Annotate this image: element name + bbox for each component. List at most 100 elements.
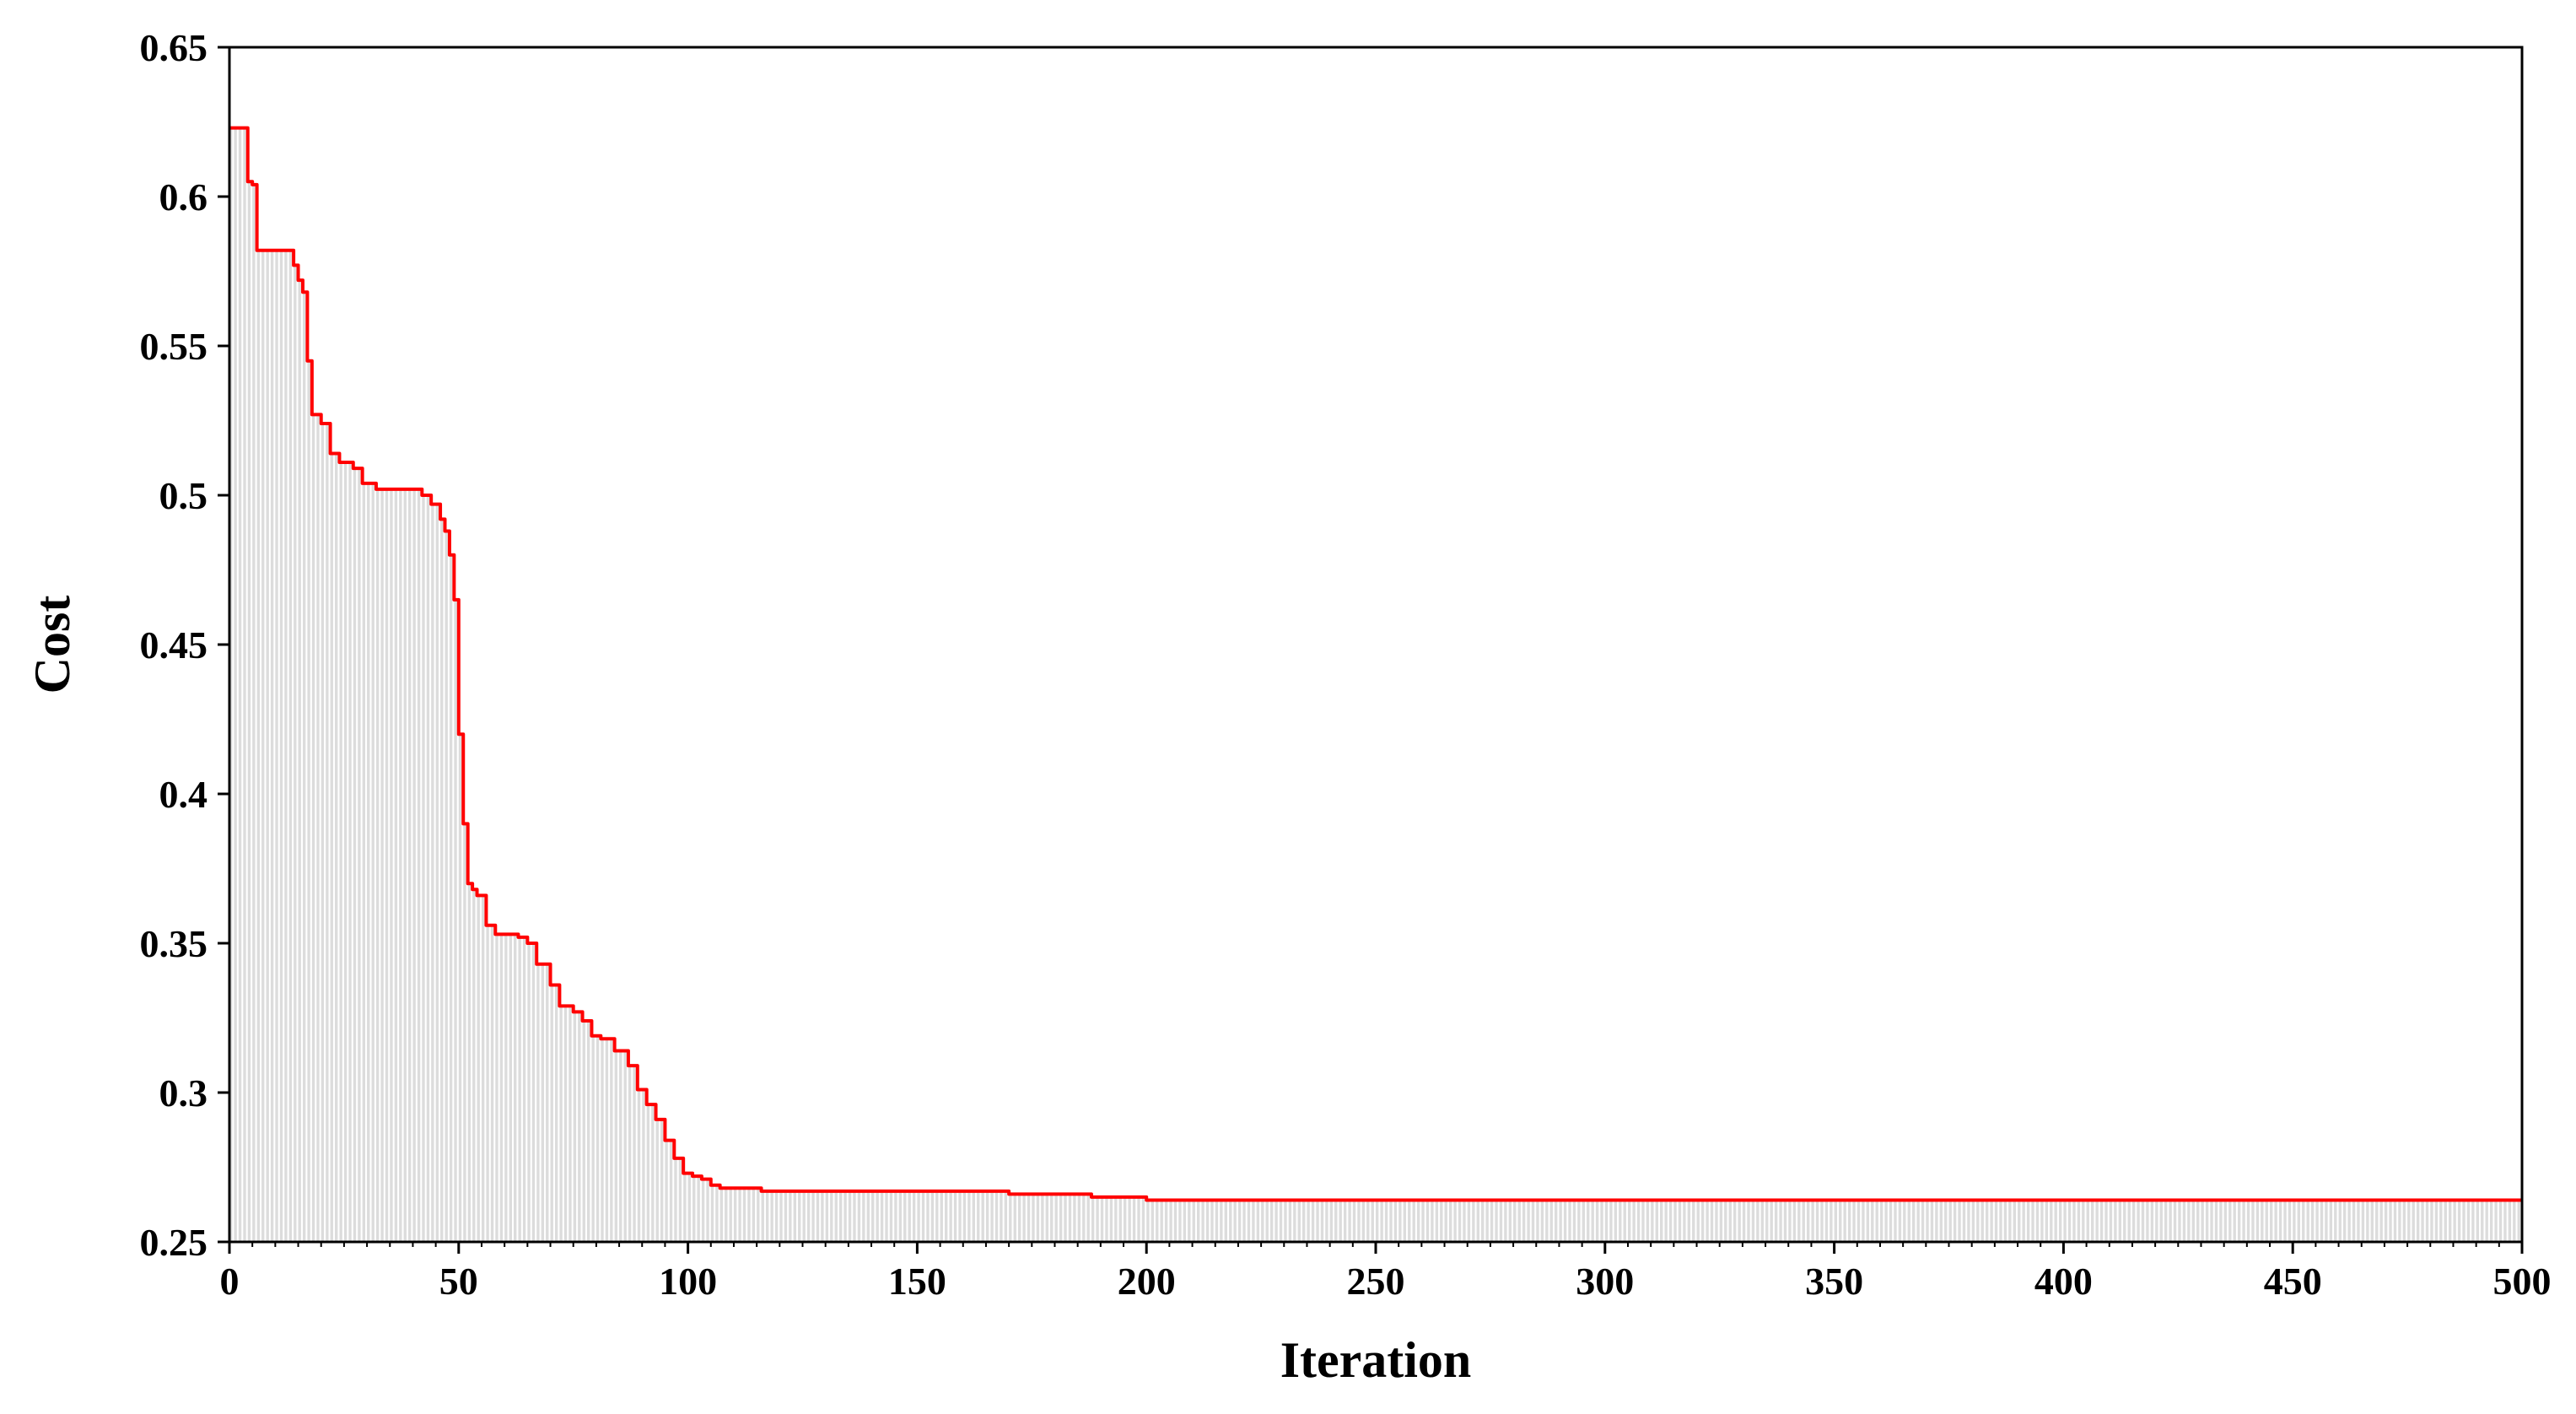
area-fill-bar: [2087, 1200, 2089, 1242]
area-fill-bar: [2013, 1200, 2016, 1242]
area-fill-bar: [1743, 1200, 1745, 1242]
area-fill-bar: [2018, 1200, 2020, 1242]
area-fill-bar: [1880, 1200, 1883, 1242]
area-fill-bar: [1431, 1200, 1433, 1242]
area-fill-bar: [1275, 1200, 1277, 1242]
area-fill-bar: [248, 181, 251, 1242]
area-fill-bar: [2307, 1200, 2309, 1242]
area-fill-bar: [747, 1188, 750, 1242]
area-fill-bar: [1206, 1200, 1209, 1242]
area-fill-bar: [725, 1188, 727, 1242]
area-fill-bar: [555, 985, 558, 1242]
area-fill-bar: [358, 468, 360, 1242]
area-fill-bar: [243, 128, 245, 1242]
area-fill-bar: [2320, 1200, 2323, 1242]
area-fill-bar: [1940, 1200, 1943, 1242]
area-fill-bar: [1408, 1200, 1410, 1242]
area-fill-bar: [348, 462, 351, 1242]
area-fill-bar: [638, 1089, 640, 1242]
area-fill-bar: [1894, 1200, 1896, 1242]
area-fill-bar: [1577, 1200, 1580, 1242]
area-fill-bar: [2283, 1200, 2286, 1242]
area-fill-bar: [2091, 1200, 2094, 1242]
area-fill-bar: [973, 1191, 975, 1242]
area-fill-bar: [1380, 1200, 1382, 1242]
area-fill-bar: [1555, 1200, 1557, 1242]
area-fill-bar: [1242, 1200, 1245, 1242]
area-fill-bar: [2339, 1200, 2342, 1242]
area-fill-bar: [1252, 1200, 1254, 1242]
area-fill-bar: [307, 361, 310, 1242]
area-fill-bar: [1605, 1200, 1608, 1242]
area-fill-bar: [720, 1188, 723, 1242]
area-fill-bar: [1302, 1200, 1305, 1242]
area-fill-bar: [339, 462, 342, 1242]
area-fill-bar: [940, 1191, 943, 1242]
area-fill-bar: [1165, 1200, 1167, 1242]
area-fill-bar: [651, 1104, 654, 1242]
area-fill-bar: [495, 934, 498, 1242]
area-fill-bar: [1445, 1200, 1447, 1242]
area-fill-bar: [551, 985, 553, 1242]
area-fill-bar: [1161, 1200, 1163, 1242]
area-fill-bar: [1972, 1200, 1975, 1242]
area-fill-bar: [2449, 1200, 2451, 1242]
area-fill-bar: [1518, 1200, 1521, 1242]
area-fill-bar: [1490, 1200, 1493, 1242]
area-fill-bar: [1545, 1200, 1548, 1242]
area-fill-bar: [1564, 1200, 1566, 1242]
area-fill-bar: [624, 1050, 627, 1242]
area-fill-bar: [418, 489, 420, 1242]
y-tick-label: 0.25: [140, 1221, 208, 1264]
area-fill-bar: [2128, 1200, 2131, 1242]
area-fill-bar: [1046, 1194, 1048, 1242]
area-fill-bar: [294, 265, 296, 1242]
area-fill-bar: [2481, 1200, 2483, 1242]
area-fill-bar: [1032, 1194, 1034, 1242]
area-fill-bar: [2256, 1200, 2259, 1242]
area-fill-bar: [1307, 1200, 1309, 1242]
x-tick-label: 300: [1576, 1260, 1634, 1303]
area-fill-bar: [559, 1006, 562, 1242]
area-fill-bar: [1064, 1194, 1066, 1242]
area-fill-bar: [1440, 1200, 1442, 1242]
area-fill-bar: [1632, 1200, 1635, 1242]
area-fill-bar: [2366, 1200, 2369, 1242]
area-fill-bar: [1729, 1200, 1732, 1242]
area-fill-bar: [1926, 1200, 1928, 1242]
area-fill-bar: [1481, 1200, 1484, 1242]
area-fill-bar: [2398, 1200, 2401, 1242]
area-fill-bar: [1389, 1200, 1392, 1242]
area-fill-bar: [2426, 1200, 2428, 1242]
area-fill-bar: [1963, 1200, 1965, 1242]
area-fill-bar: [1803, 1200, 1805, 1242]
area-fill-bar: [578, 1012, 580, 1242]
area-fill-bar: [775, 1191, 778, 1242]
area-fill-bar: [913, 1191, 915, 1242]
area-fill-bar: [491, 926, 493, 1242]
area-fill-bar: [1293, 1200, 1296, 1242]
area-fill-bar: [2206, 1200, 2208, 1242]
area-fill-bar: [1054, 1194, 1057, 1242]
area-fill-bar: [2389, 1200, 2391, 1242]
area-fill-bar: [2293, 1200, 2295, 1242]
area-fill-bar: [1986, 1200, 1988, 1242]
x-tick-label: 450: [2264, 1260, 2322, 1303]
area-fill-bar: [1903, 1200, 1905, 1242]
area-fill-bar: [816, 1191, 819, 1242]
area-fill-bar: [2494, 1200, 2497, 1242]
x-tick-label: 150: [888, 1260, 946, 1303]
area-fill-bar: [2462, 1200, 2465, 1242]
area-fill-bar: [257, 251, 260, 1242]
area-fill-bar: [1637, 1200, 1640, 1242]
area-fill-bar: [1509, 1200, 1512, 1242]
area-fill-bar: [1669, 1200, 1672, 1242]
area-fill-bar: [1330, 1200, 1333, 1242]
area-fill-bar: [1738, 1200, 1740, 1242]
area-fill-bar: [734, 1188, 736, 1242]
area-fill-bar: [2430, 1200, 2433, 1242]
area-fill-bar: [876, 1191, 878, 1242]
area-fill-bar: [954, 1191, 957, 1242]
area-fill-bar: [380, 489, 383, 1242]
area-fill-bar: [1981, 1200, 1984, 1242]
